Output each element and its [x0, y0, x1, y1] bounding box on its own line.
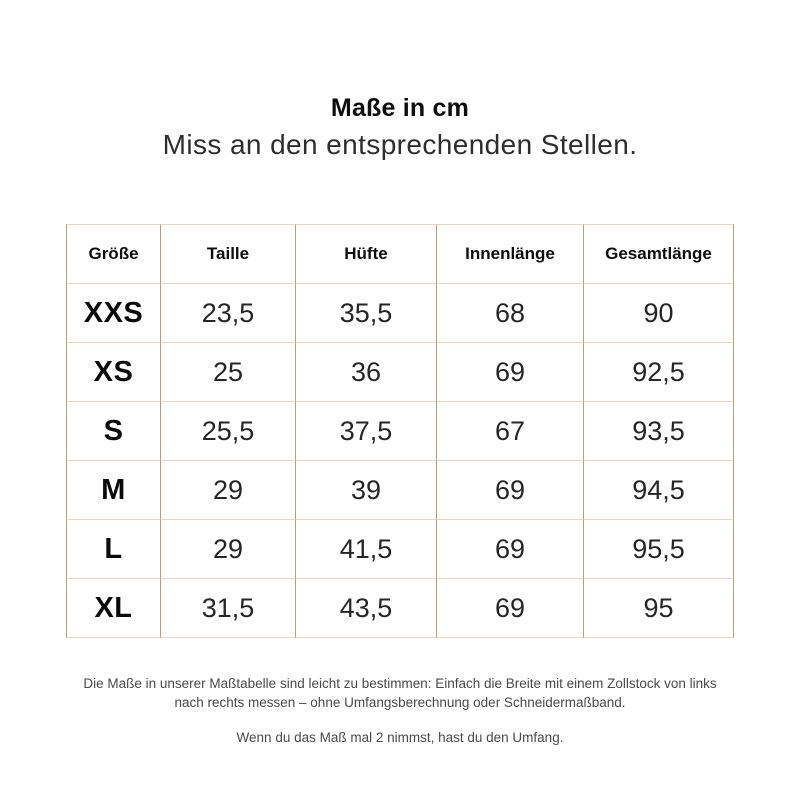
value-cell: 29 [161, 520, 296, 579]
value-cell: 69 [437, 343, 584, 402]
value-cell: 39 [296, 461, 437, 520]
column-header-innenlaenge: Innenlänge [437, 224, 584, 284]
table-row-xxs: XXS 23,5 35,5 68 90 [66, 284, 734, 343]
value-cell: 69 [437, 461, 584, 520]
value-cell: 35,5 [296, 284, 437, 343]
table-row-xl: XL 31,5 43,5 69 95 [66, 579, 734, 638]
value-cell: 36 [296, 343, 437, 402]
value-cell: 25 [161, 343, 296, 402]
value-cell: 69 [437, 520, 584, 579]
column-header-gesamtlaenge: Gesamtlänge [584, 224, 734, 284]
size-cell: S [66, 402, 161, 461]
size-cell: XXS [66, 284, 161, 343]
value-cell: 29 [161, 461, 296, 520]
value-cell: 23,5 [161, 284, 296, 343]
value-cell: 95,5 [584, 520, 734, 579]
table-row-xs: XS 25 36 69 92,5 [66, 343, 734, 402]
size-table-body: XXS 23,5 35,5 68 90 XS 25 36 69 92,5 S 2… [66, 284, 734, 638]
value-cell: 41,5 [296, 520, 437, 579]
column-header-huefte: Hüfte [296, 224, 437, 284]
page-subtitle: Miss an den entsprechenden Stellen. [162, 129, 638, 160]
size-cell: L [66, 520, 161, 579]
value-cell: 31,5 [161, 579, 296, 638]
value-cell: 92,5 [584, 343, 734, 402]
value-cell: 43,5 [296, 579, 437, 638]
value-cell: 93,5 [584, 402, 734, 461]
value-cell: 68 [437, 284, 584, 343]
value-cell: 69 [437, 579, 584, 638]
size-cell: XS [66, 343, 161, 402]
table-row-s: S 25,5 37,5 67 93,5 [66, 402, 734, 461]
value-cell: 95 [584, 579, 734, 638]
value-cell: 67 [437, 402, 584, 461]
value-cell: 37,5 [296, 402, 437, 461]
measurement-instructions: Die Maße in unserer Maßtabelle sind leic… [83, 676, 717, 710]
size-table: Größe Taille Hüfte Innenlänge Gesamtläng… [66, 224, 734, 638]
page-title: Maße in cm [330, 94, 470, 122]
size-cell: XL [66, 579, 161, 638]
size-cell: M [66, 461, 161, 520]
header-row: Größe Taille Hüfte Innenlänge Gesamtläng… [66, 224, 734, 284]
table-row-l: L 29 41,5 69 95,5 [66, 520, 734, 579]
table-row-m: M 29 39 69 94,5 [66, 461, 734, 520]
value-cell: 90 [584, 284, 734, 343]
value-cell: 25,5 [161, 402, 296, 461]
column-header-taille: Taille [161, 224, 296, 284]
circumference-note: Wenn du das Maß mal 2 nimmst, hast du de… [236, 730, 564, 745]
column-header-groesse: Größe [66, 224, 161, 284]
size-table-header: Größe Taille Hüfte Innenlänge Gesamtläng… [66, 224, 734, 284]
value-cell: 94,5 [584, 461, 734, 520]
